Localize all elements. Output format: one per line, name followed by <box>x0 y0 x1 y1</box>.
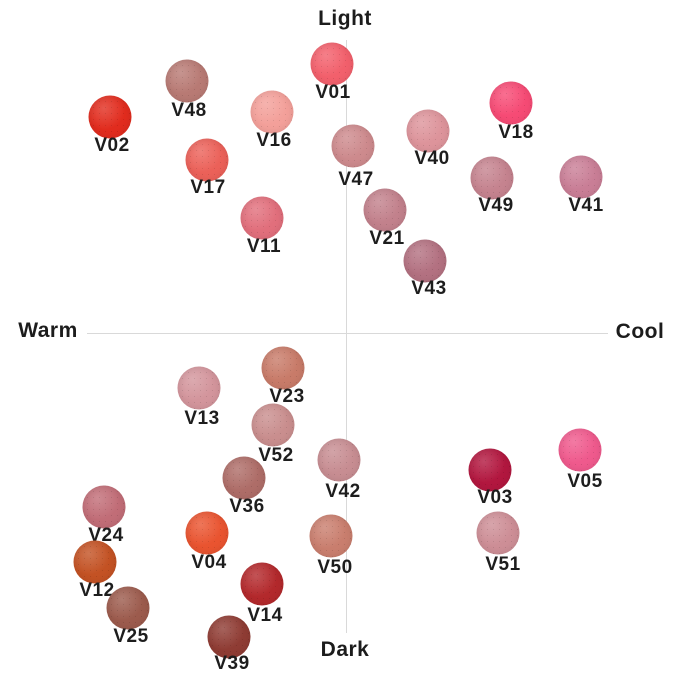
shade-swatch-V11 <box>240 196 284 240</box>
shade-swatch-V21 <box>363 188 407 232</box>
shade-swatch-V50 <box>309 514 353 558</box>
axis-label-dark: Dark <box>320 638 370 661</box>
shade-label-V16: V16 <box>256 130 292 151</box>
shade-label-V47: V47 <box>338 169 374 190</box>
warm-cool-axis-line <box>87 333 608 334</box>
shade-swatch-V24 <box>82 485 126 529</box>
shade-swatch-V05 <box>558 428 602 472</box>
shade-swatch-V23 <box>261 346 305 390</box>
shade-swatch-V04 <box>185 511 229 555</box>
shade-label-V40: V40 <box>414 148 450 169</box>
shade-swatch-V51 <box>476 511 520 555</box>
shade-label-V36: V36 <box>229 496 265 517</box>
shade-label-V18: V18 <box>498 122 534 143</box>
shade-label-V48: V48 <box>171 100 207 121</box>
shade-swatch-V03 <box>468 448 512 492</box>
shade-label-V11: V11 <box>246 236 282 257</box>
shade-swatch-V13 <box>177 366 221 410</box>
shade-swatch-V47 <box>331 124 375 168</box>
shade-label-V21: V21 <box>369 228 405 249</box>
shade-label-V03: V03 <box>477 487 513 508</box>
shade-label-V43: V43 <box>411 278 447 299</box>
shade-swatch-V17 <box>185 138 229 182</box>
shade-label-V52: V52 <box>258 445 294 466</box>
axis-label-cool: Cool <box>615 320 665 343</box>
shade-label-V12: V12 <box>79 580 115 601</box>
shade-label-V14: V14 <box>247 605 283 626</box>
shade-swatch-V02 <box>88 95 132 139</box>
axis-label-warm: Warm <box>18 319 78 342</box>
shade-swatch-V18 <box>489 81 533 125</box>
shade-swatch-V48 <box>165 59 209 103</box>
shade-label-V41: V41 <box>568 195 604 216</box>
shade-label-V02: V02 <box>94 135 130 156</box>
shade-label-V04: V04 <box>191 552 227 573</box>
shade-label-V01: V01 <box>315 82 351 103</box>
shade-swatch-V16 <box>250 90 294 134</box>
shade-swatch-V12 <box>73 540 117 584</box>
shade-swatch-V01 <box>310 42 354 86</box>
shade-swatch-V41 <box>559 155 603 199</box>
axis-label-light: Light <box>318 7 372 30</box>
shade-label-V13: V13 <box>184 408 220 429</box>
shade-swatch-V49 <box>470 156 514 200</box>
shade-swatch-V43 <box>403 239 447 283</box>
shade-swatch-V42 <box>317 438 361 482</box>
light-dark-axis-line <box>346 40 347 633</box>
shade-label-V25: V25 <box>113 626 149 647</box>
shade-label-V23: V23 <box>269 386 305 407</box>
shade-swatch-V14 <box>240 562 284 606</box>
shade-label-V17: V17 <box>190 177 226 198</box>
shade-label-V05: V05 <box>567 471 603 492</box>
shade-label-V49: V49 <box>478 195 514 216</box>
shade-swatch-V39 <box>207 615 251 659</box>
shade-swatch-V36 <box>222 456 266 500</box>
shade-label-V51: V51 <box>485 554 521 575</box>
shade-swatch-V52 <box>251 403 295 447</box>
shade-swatch-V40 <box>406 109 450 153</box>
shade-label-V50: V50 <box>317 557 353 578</box>
shade-swatch-V25 <box>106 586 150 630</box>
shade-label-V39: V39 <box>214 653 250 674</box>
shade-label-V42: V42 <box>325 481 361 502</box>
